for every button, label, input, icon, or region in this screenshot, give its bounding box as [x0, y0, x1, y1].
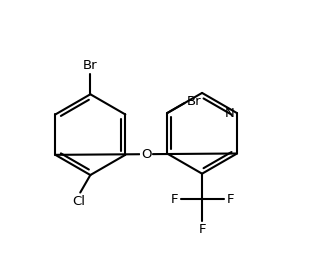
Text: O: O	[141, 148, 151, 161]
Text: F: F	[198, 224, 206, 236]
Text: N: N	[225, 107, 234, 120]
Text: Br: Br	[187, 95, 201, 108]
Text: Br: Br	[83, 59, 98, 72]
Text: F: F	[170, 193, 178, 206]
Text: Cl: Cl	[73, 195, 86, 208]
Text: F: F	[226, 193, 234, 206]
